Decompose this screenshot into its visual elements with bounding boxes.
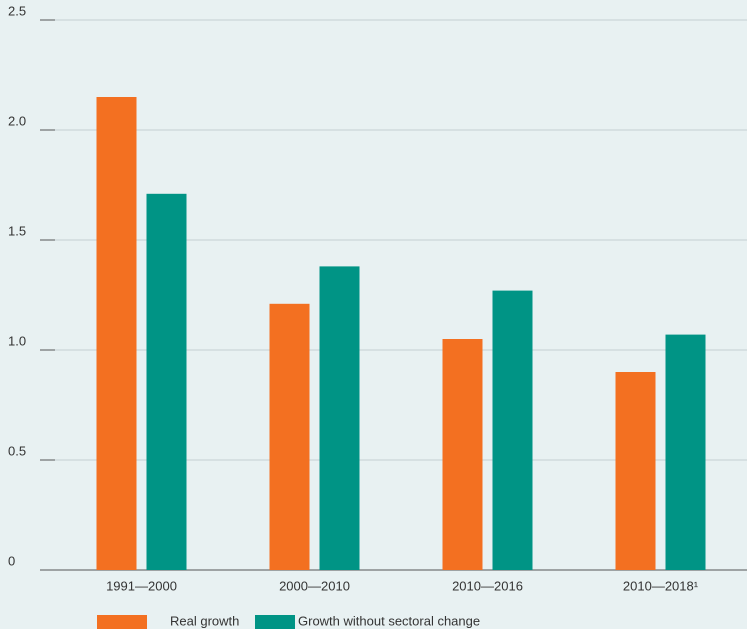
x-tick-label: 2010—2016 [452,578,523,593]
y-tick-label: 1.0 [8,333,26,348]
bar [319,266,360,570]
bar [615,372,656,570]
y-tick-label: 2.0 [8,113,26,128]
bar [442,339,483,570]
y-tick-label: 2.5 [8,3,26,18]
legend-label: Real growth [170,613,239,628]
y-tick-label: 0.5 [8,443,26,458]
x-tick-label: 1991—2000 [106,578,177,593]
y-tick-label: 0 [8,553,15,568]
bar [96,97,137,570]
x-tick-label: 2010—2018¹ [623,578,699,593]
bar [146,193,187,571]
x-tick-label: 2000—2010 [279,578,350,593]
bar [269,303,310,570]
bar [665,334,706,570]
legend-swatch [97,615,147,629]
y-tick-label: 1.5 [8,223,26,238]
legend-swatch [255,615,295,629]
bar [492,290,533,570]
legend-label: Growth without sectoral change [298,613,480,628]
